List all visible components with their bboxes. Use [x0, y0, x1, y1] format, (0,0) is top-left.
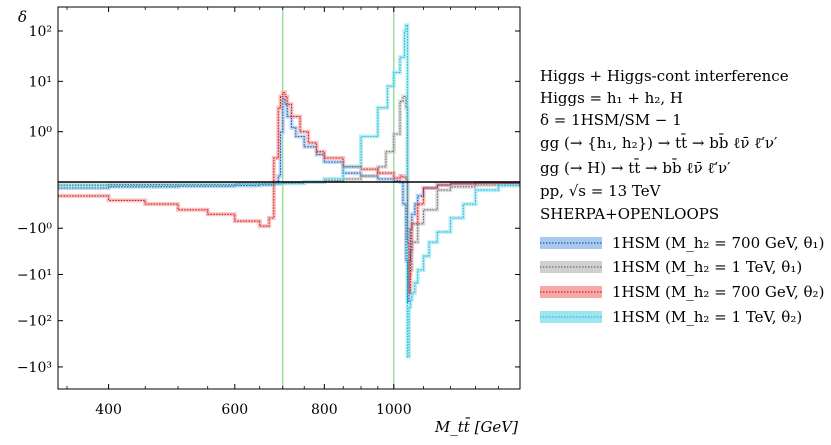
y-tick-label--10: −10¹ — [17, 267, 52, 283]
legend-label-1tev-theta2: 1HSM (M_h₂ = 1 TeV, θ₂) — [612, 308, 802, 326]
x-axis-label: M_tt̄ [GeV] — [434, 418, 518, 436]
info-line-process-H: gg (→ H) → tt̄ → bb̄ ℓν̄ ℓ̄′ν′ — [540, 159, 731, 177]
info-line-higgs-def: Higgs = h₁ + h₂, H — [540, 89, 683, 107]
series-line-1 — [58, 95, 520, 276]
legend-label-1tev-theta1: 1HSM (M_h₂ = 1 TeV, θ₁) — [612, 258, 802, 276]
legend-entry-700-theta2: 1HSM (M_h₂ = 700 GeV, θ₂) — [540, 283, 824, 301]
y-axis-label: δ — [18, 8, 27, 26]
legend-entry-1tev-theta2: 1HSM (M_h₂ = 1 TeV, θ₂) — [540, 308, 802, 326]
y-tick-label-100: 10² — [29, 24, 52, 40]
info-line-interference: Higgs + Higgs-cont interference — [540, 67, 789, 85]
x-axis-ticks: 400 600 800 1000 — [66, 7, 499, 418]
info-line-process-h1h2: gg (→ {h₁, h₂}) → tt̄ → bb̄ ℓν̄ ℓ̄′ν′ — [540, 134, 778, 152]
legend-label-700-theta2: 1HSM (M_h₂ = 700 GeV, θ₂) — [612, 283, 824, 301]
info-line-collider: pp, √s = 13 TeV — [540, 182, 662, 200]
y-tick-label-1: 10⁰ — [29, 125, 53, 141]
series-line-3 — [58, 24, 520, 358]
y-tick-label--1: −10⁰ — [17, 221, 53, 237]
plot-area-background — [58, 7, 520, 389]
y-tick-label-10: 10¹ — [29, 74, 52, 90]
y-tick-label--1000: −10³ — [17, 360, 52, 376]
series-line-2 — [58, 91, 520, 294]
x-tick-label-400: 400 — [95, 402, 122, 418]
x-tick-label-800: 800 — [311, 402, 338, 418]
legend-entry-700-theta1: 1HSM (M_h₂ = 700 GeV, θ₁) — [540, 234, 824, 252]
info-text-block: Higgs + Higgs-cont interference Higgs = … — [540, 67, 789, 223]
legend-entry-1tev-theta1: 1HSM (M_h₂ = 1 TeV, θ₁) — [540, 258, 802, 276]
legend: 1HSM (M_h₂ = 700 GeV, θ₁) 1HSM (M_h₂ = 1… — [540, 234, 824, 326]
x-tick-label-1000: 1000 — [376, 402, 412, 418]
info-line-delta-def: δ = 1HSM/SM − 1 — [540, 111, 682, 129]
series-lines — [58, 24, 520, 358]
y-tick-label--100: −10² — [17, 314, 52, 330]
plot-frame — [57, 6, 521, 390]
x-tick-label-600: 600 — [221, 402, 248, 418]
info-line-generator: SHERPA+OPENLOOPS — [540, 205, 719, 223]
legend-label-700-theta1: 1HSM (M_h₂ = 700 GeV, θ₁) — [612, 234, 824, 252]
y-axis-ticks: 10² 10¹ 10⁰ −10⁰ −10¹ −10² −10³ — [17, 24, 520, 376]
